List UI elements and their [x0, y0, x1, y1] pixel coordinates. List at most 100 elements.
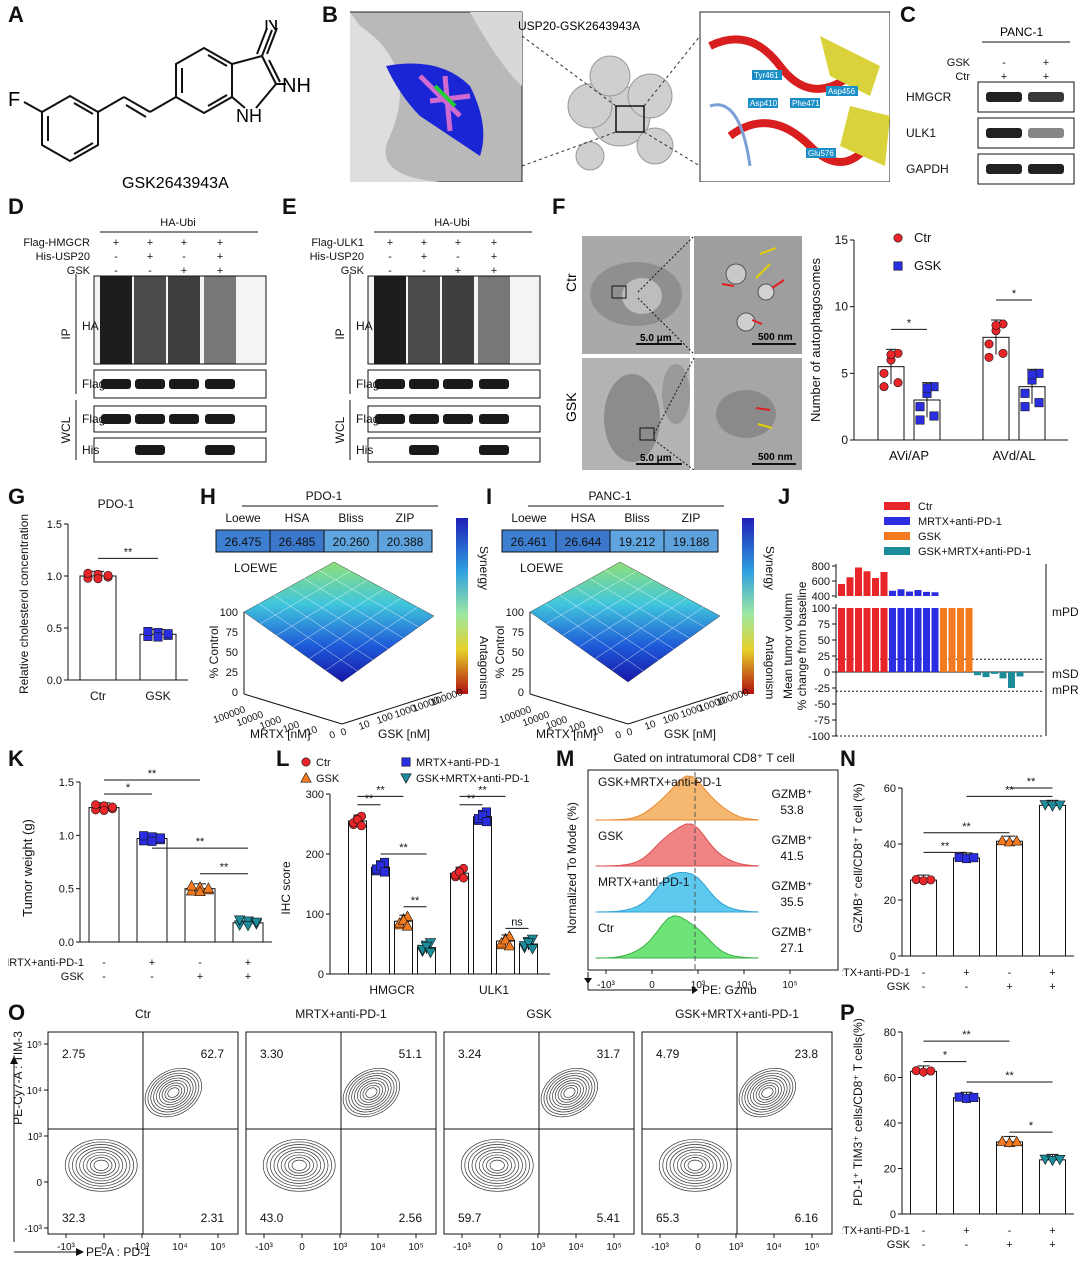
blot-band [986, 128, 1022, 138]
x-tick-label: 10⁴ [568, 1242, 583, 1253]
bar [371, 866, 390, 975]
method-label: Bliss [624, 511, 649, 525]
y-tick-label: 10⁵ [27, 1040, 42, 1051]
method-label: ZIP [396, 511, 415, 525]
data-point [893, 378, 903, 388]
condition-mark: - [388, 265, 392, 277]
y-axis-label: Number of autophagosomes [808, 257, 823, 422]
data-point [1054, 1155, 1066, 1166]
data-point [163, 629, 173, 639]
data-point [1020, 402, 1030, 412]
binding-pocket [386, 63, 484, 156]
contour [557, 1082, 582, 1103]
y-tick-label: 60 [884, 1073, 896, 1085]
blot-band [443, 379, 473, 389]
y-tick-label: 10 [357, 719, 372, 733]
data-point [153, 632, 163, 642]
contour [284, 1154, 314, 1177]
contour [291, 1159, 307, 1171]
data-point [1046, 1155, 1059, 1167]
ubiquitin-smear [478, 276, 510, 364]
blot-band [101, 379, 131, 389]
quadrant-value: 51.1 [399, 1047, 423, 1061]
waterfall-bar-upper [923, 591, 930, 596]
blot-band [375, 379, 405, 389]
panel-label-o: O [8, 1000, 26, 1025]
tem-image-ctr-high: 500 nm [694, 236, 802, 354]
antagonism-label: Antagonism [477, 636, 488, 699]
significance-label: ns [511, 916, 523, 928]
chart-title: PANC-1 [588, 489, 631, 503]
method-label: Loewe [225, 511, 261, 525]
y-tick-label: 1.0 [59, 830, 74, 842]
x-axis-label: PE-A : PD-1 [86, 1245, 151, 1259]
contour [464, 1141, 530, 1190]
quadrant-value: 65.3 [656, 1211, 680, 1225]
data-point [969, 853, 979, 863]
y-tick-label: 10⁴ [27, 1086, 42, 1097]
blot-band [1028, 92, 1064, 102]
ubiquitin-smear [442, 276, 474, 364]
z-tick-label: 75 [226, 627, 238, 639]
bar [910, 1070, 937, 1215]
quadrant-value: 2.31 [201, 1211, 225, 1225]
data-point [922, 383, 932, 393]
ip-label: IP [333, 328, 347, 339]
condition-mark: + [1049, 981, 1055, 993]
condition-mark: + [491, 237, 497, 249]
panel-label-p: P [840, 1000, 855, 1025]
y-tick-label: 600 [812, 576, 830, 588]
bar [1039, 804, 1066, 957]
contour [359, 1082, 384, 1103]
data-point [155, 833, 165, 843]
waterfall-bar-lower [906, 608, 913, 672]
method-label: ZIP [682, 511, 701, 525]
protein-structure [567, 55, 674, 171]
contour [540, 1068, 598, 1118]
contour [365, 1087, 378, 1098]
bar [88, 807, 120, 943]
x-tick-label: 0 [101, 1242, 107, 1253]
condition-mark: + [1049, 967, 1055, 979]
contour [684, 1157, 707, 1174]
x-tick-label: 10⁴ [370, 1242, 385, 1253]
contour [273, 1146, 325, 1184]
condition-mark: + [217, 251, 223, 263]
condition-mark: - [114, 251, 118, 263]
condition-mark: - [1008, 967, 1012, 979]
contour [744, 1072, 791, 1113]
scale-bar-label: 500 nm [758, 332, 793, 343]
panel-label-b: B [322, 2, 338, 27]
condition-mark: - [922, 981, 926, 993]
quadrant-value: 3.24 [458, 1047, 482, 1061]
y-tick-label: 0 [625, 726, 634, 738]
data-point [93, 574, 103, 584]
condition-label: His-USP20 [36, 251, 90, 263]
condition-label: GSK [947, 57, 971, 69]
data-point [103, 570, 113, 580]
bar [1039, 1159, 1066, 1215]
tem-image-ctr-low: 5.0 μm [582, 236, 690, 354]
condition-mark: + [1049, 1225, 1055, 1237]
data-point [459, 873, 469, 883]
contour [68, 1141, 134, 1190]
y-tick-label: 0.0 [59, 937, 74, 949]
panel-label-c: C [900, 2, 916, 27]
x-tick-label: 0 [649, 980, 655, 991]
y-tick-label: 100 [812, 603, 830, 615]
condition-mark: + [181, 265, 187, 277]
condition-mark: - [150, 971, 154, 983]
scale-bar-label: 5.0 μm [640, 453, 672, 464]
waterfall-bar [999, 672, 1007, 679]
condition-mark: - [922, 967, 926, 979]
legend-swatch [884, 532, 910, 540]
blot-band [169, 414, 199, 424]
condition-mark: - [965, 1239, 969, 1251]
colorbar [456, 518, 468, 694]
y-tick-label: 10 [643, 719, 658, 733]
blot-frame [367, 437, 541, 463]
condition-mark: + [1049, 1239, 1055, 1251]
y-tick-label: 10 [835, 300, 849, 314]
condition-mark: - [182, 251, 186, 263]
contour [549, 1075, 590, 1110]
